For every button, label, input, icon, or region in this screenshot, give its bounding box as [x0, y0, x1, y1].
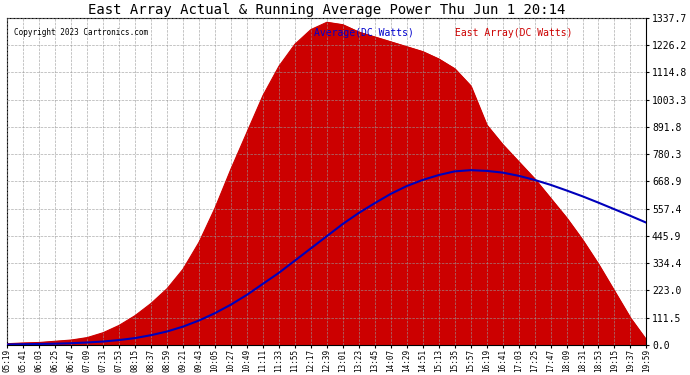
Text: Average(DC Watts): Average(DC Watts) — [314, 28, 414, 38]
Text: Copyright 2023 Cartronics.com: Copyright 2023 Cartronics.com — [14, 28, 148, 37]
Title: East Array Actual & Running Average Power Thu Jun 1 20:14: East Array Actual & Running Average Powe… — [88, 3, 566, 17]
Text: East Array(DC Watts): East Array(DC Watts) — [455, 28, 572, 38]
